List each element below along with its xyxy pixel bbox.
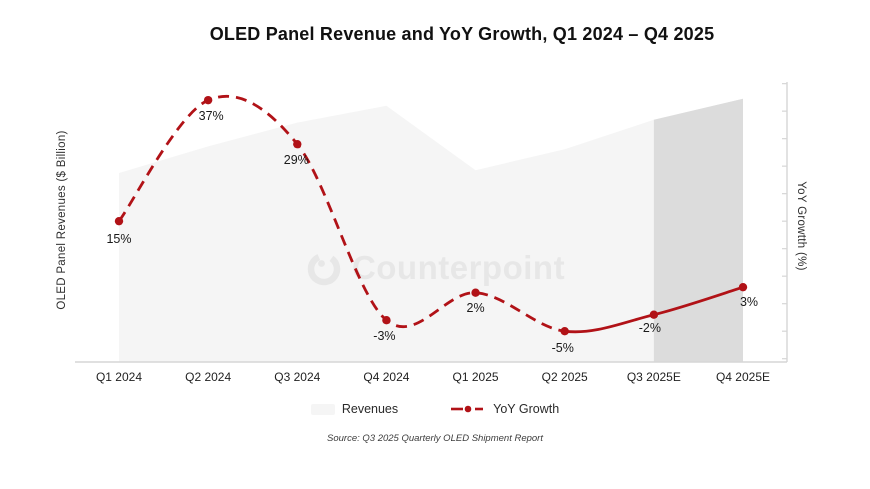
x-axis-label: Q1 2025 xyxy=(452,370,499,384)
x-axis-label: Q4 2024 xyxy=(363,370,410,384)
x-axis-label: Q1 2024 xyxy=(95,370,143,384)
x-axis-label: Q2 2025 xyxy=(541,370,588,384)
legend-label-revenues: Revenues xyxy=(341,402,399,416)
data-point-label: -3% xyxy=(373,329,396,344)
data-point-label: 37% xyxy=(198,109,224,124)
legend-item-yoy-growth: YoY Growth xyxy=(450,402,559,416)
revenues-swatch-icon xyxy=(310,403,335,415)
data-point-label: 15% xyxy=(106,232,132,247)
data-point-label: -5% xyxy=(551,341,574,356)
chart-legend: Revenues YoY Growth xyxy=(0,399,870,419)
chart-title: OLED Panel Revenue and YoY Growth, Q1 20… xyxy=(209,24,715,44)
legend-item-revenues: Revenues xyxy=(310,402,399,416)
source-note: Source: Q3 2025 Quarterly OLED Shipment … xyxy=(327,433,543,444)
data-point-label: 2% xyxy=(466,300,485,315)
data-point-label: -2% xyxy=(638,320,661,335)
data-point-label: 29% xyxy=(283,153,309,168)
x-axis-label: Q4 2025E xyxy=(715,370,771,384)
x-axis-label: Q3 2024 xyxy=(274,370,321,384)
data-point-label: 3% xyxy=(739,295,759,310)
yoy-line-swatch-icon xyxy=(451,405,484,413)
legend-label-yoy-growth: YoY Growth xyxy=(493,402,560,416)
x-axis-label: Q2 2024 xyxy=(185,370,232,384)
x-axis-label: Q3 2025E xyxy=(626,370,681,384)
